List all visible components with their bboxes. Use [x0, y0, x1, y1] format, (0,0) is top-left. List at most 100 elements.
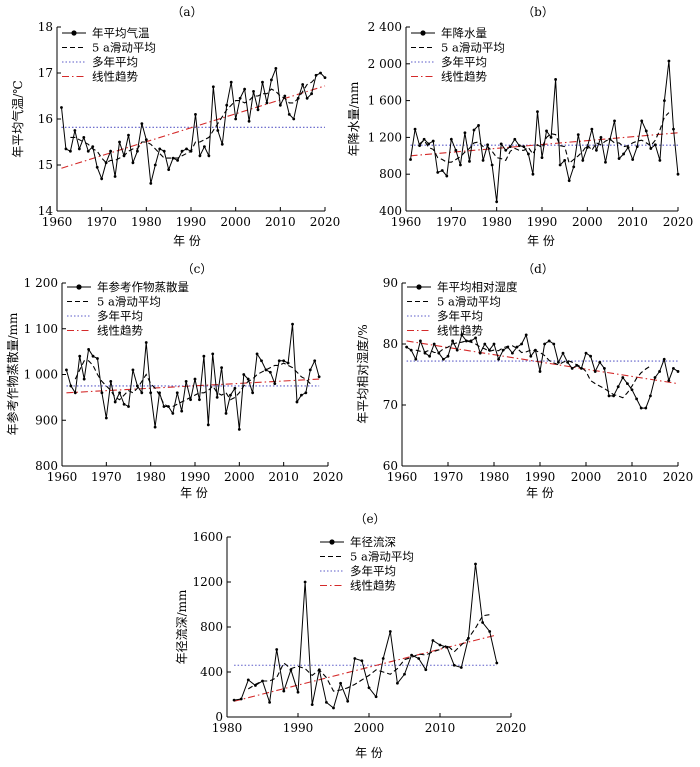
data-point	[153, 163, 157, 167]
data-point	[676, 172, 680, 176]
data-point	[607, 394, 611, 398]
data-point	[268, 700, 271, 704]
data-point	[273, 382, 277, 386]
data-point	[251, 391, 255, 395]
data-point	[445, 174, 449, 178]
data-point	[459, 163, 462, 167]
observed-series-line	[410, 60, 679, 202]
data-point	[234, 117, 238, 121]
x-tick-label: 1960	[387, 470, 418, 484]
legend-label-mean: 多年平均	[350, 564, 396, 578]
data-point	[127, 405, 130, 408]
data-point	[581, 159, 585, 162]
data-point	[543, 342, 546, 346]
panel-title: （d）	[522, 262, 554, 276]
data-point	[289, 668, 293, 672]
y-axis-label: 年平均相对湿度/%	[355, 324, 370, 423]
legend-label-mean: 多年平均	[437, 309, 483, 323]
data-point	[451, 339, 454, 343]
data-point	[122, 154, 126, 158]
data-point	[410, 653, 413, 657]
data-point	[552, 342, 556, 346]
data-point	[113, 400, 117, 404]
data-point	[460, 333, 464, 337]
data-point	[332, 706, 335, 710]
data-point	[100, 177, 104, 181]
data-point	[653, 143, 657, 147]
y-tick-label: 2 000	[368, 57, 402, 71]
y-tick-label: 900	[35, 413, 58, 427]
data-point	[488, 630, 492, 633]
data-point	[203, 145, 206, 149]
data-point	[158, 391, 161, 395]
data-point	[483, 342, 487, 346]
data-point	[497, 357, 500, 361]
panel-title: （a）	[171, 5, 202, 19]
data-point	[237, 428, 241, 431]
data-point	[131, 368, 135, 372]
legend-label-mean: 多年平均	[97, 309, 143, 323]
data-point	[162, 149, 166, 153]
data-point	[261, 80, 264, 84]
data-point	[585, 146, 589, 149]
y-tick-label: 16	[38, 112, 53, 126]
data-point	[291, 322, 294, 326]
data-point	[286, 361, 290, 365]
data-point	[104, 416, 108, 420]
data-point	[367, 686, 371, 690]
data-point	[469, 339, 473, 343]
y-tick-label: 1 600	[368, 94, 402, 108]
x-axis-label: 年 份	[355, 746, 383, 760]
data-point	[118, 140, 121, 144]
data-point	[317, 375, 321, 379]
data-point	[256, 108, 260, 112]
data-point	[506, 345, 510, 349]
data-point	[175, 391, 179, 395]
data-point	[220, 142, 224, 146]
data-point	[481, 621, 484, 624]
data-point	[149, 391, 153, 395]
data-point	[437, 351, 441, 355]
data-point	[630, 388, 634, 392]
data-point	[171, 156, 175, 160]
data-point	[409, 348, 413, 352]
x-tick-label: 1990	[176, 215, 207, 229]
data-point	[278, 103, 282, 107]
data-point	[96, 357, 99, 360]
x-tick-label: 2000	[220, 215, 251, 229]
data-point	[185, 147, 188, 151]
legend-marker-observed	[420, 30, 426, 36]
data-point	[621, 376, 625, 379]
data-point	[424, 668, 428, 672]
data-point	[122, 402, 126, 406]
data-point	[252, 90, 255, 93]
data-point	[653, 376, 657, 379]
x-tick-label: 2020	[496, 721, 527, 735]
data-point	[422, 137, 426, 141]
data-point	[644, 129, 648, 133]
data-point	[243, 87, 247, 91]
data-point	[232, 698, 236, 702]
data-point	[78, 354, 82, 358]
data-point	[325, 700, 328, 704]
data-point	[486, 143, 489, 147]
chart-panel-3: （c） 1960 1970 1980 1990 2000 2010 2020 800 900 1 0…	[5, 262, 343, 500]
data-point	[474, 562, 477, 566]
data-point	[69, 149, 72, 153]
y-axis-label: 年降水量/mm	[347, 81, 361, 156]
data-point	[455, 348, 459, 352]
data-point	[418, 144, 421, 148]
legend-label-trend: 线性趋势	[441, 70, 487, 84]
trend-line	[233, 634, 497, 702]
data-point	[268, 370, 272, 374]
data-point	[589, 354, 592, 358]
y-tick-label: 400	[379, 204, 402, 218]
x-axis-label: 年 份	[173, 234, 201, 248]
legend-label-trend: 线性趋势	[92, 70, 138, 84]
data-point	[529, 354, 533, 358]
data-point	[495, 200, 499, 204]
data-point	[136, 149, 139, 153]
y-tick-label: 1 100	[24, 322, 58, 336]
data-point	[492, 342, 496, 346]
y-tick-label: 80	[383, 337, 398, 351]
